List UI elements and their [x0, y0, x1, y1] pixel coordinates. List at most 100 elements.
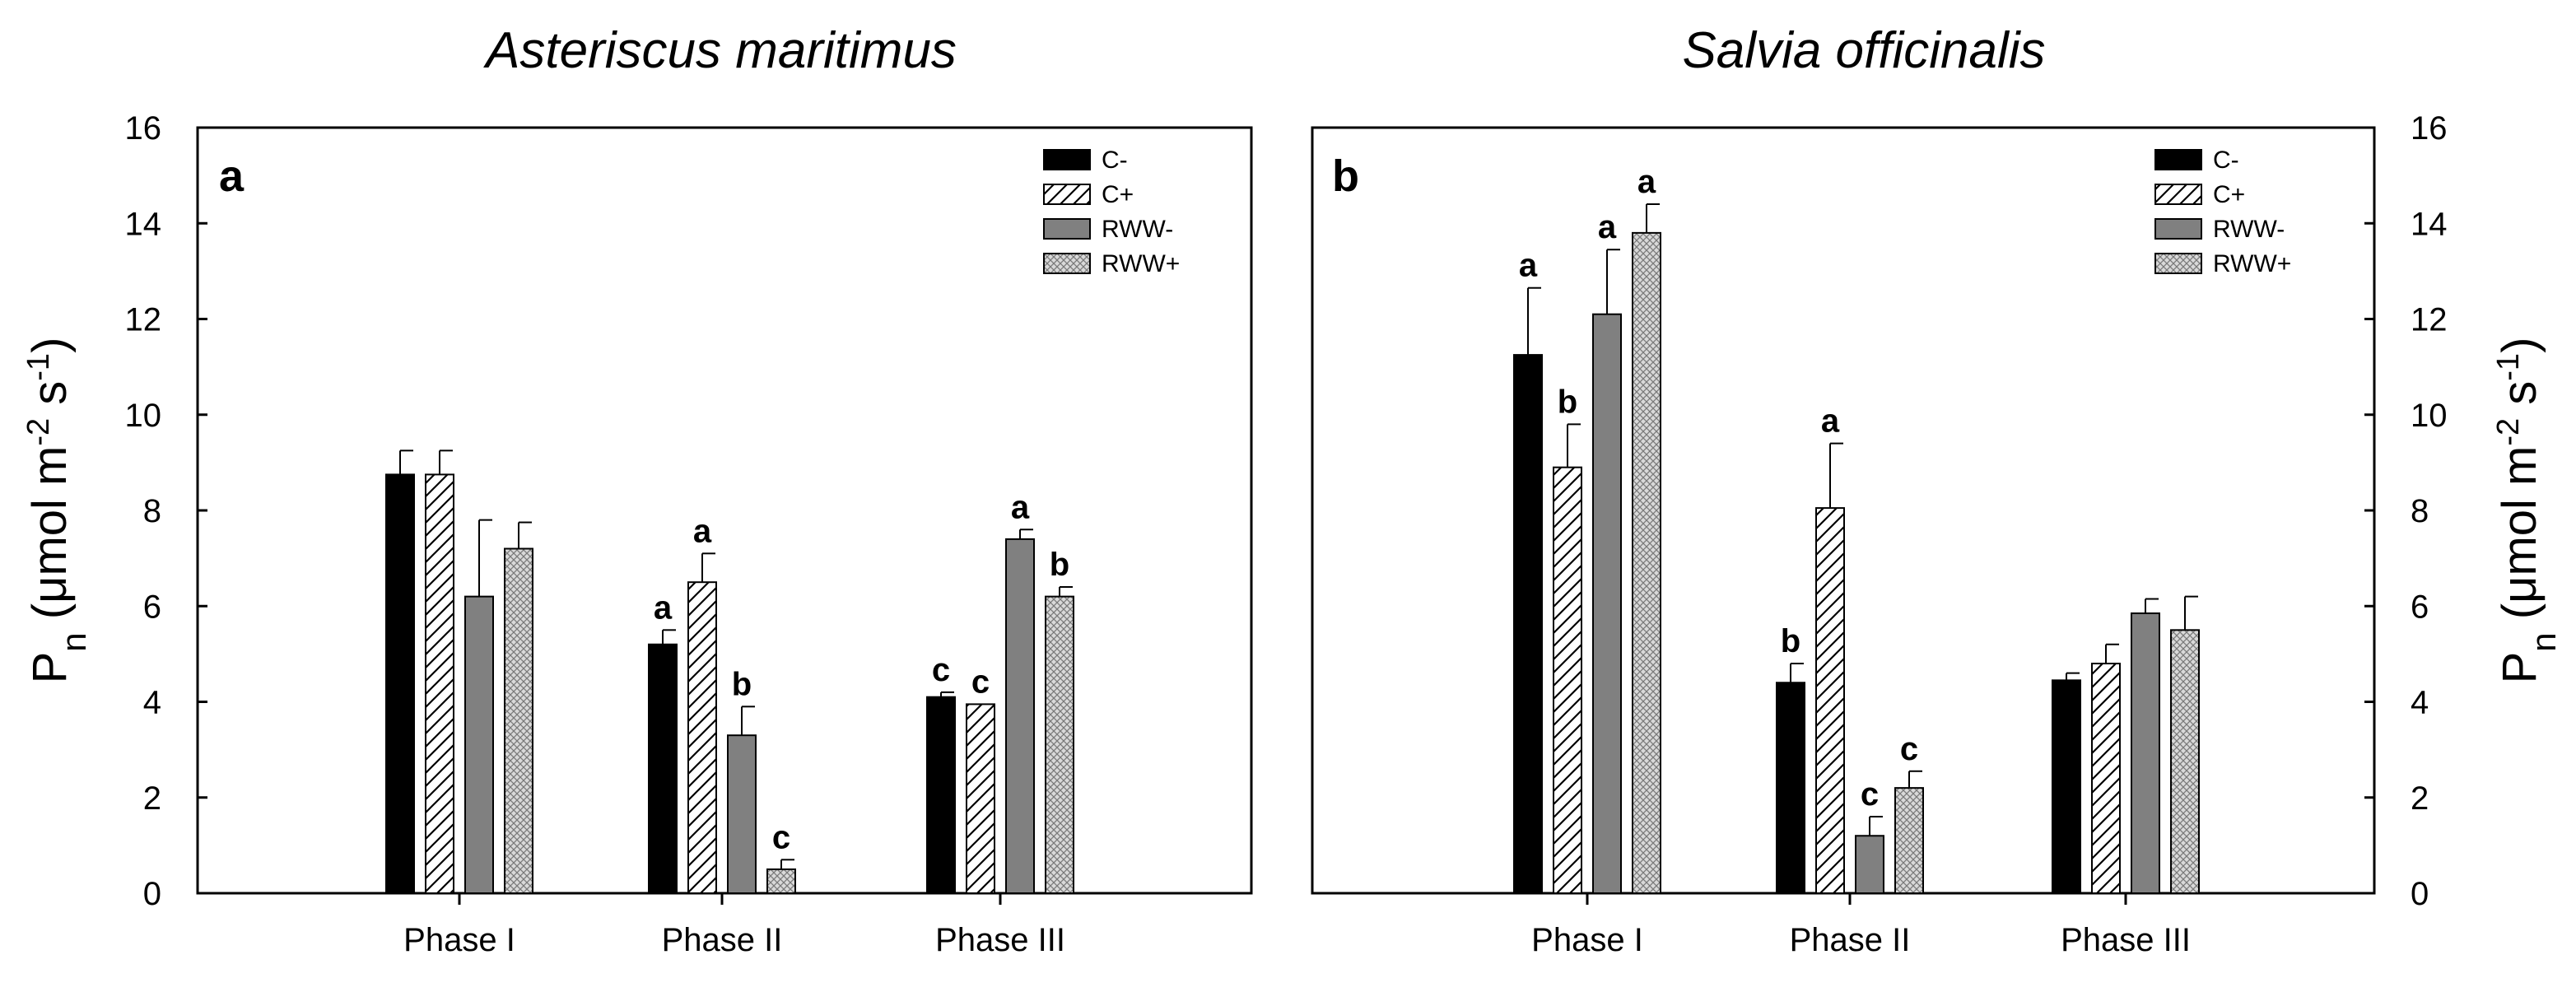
y-tick-label: 6 [2411, 589, 2429, 625]
legend-swatch [2154, 149, 2202, 170]
y-tick-label: 0 [2411, 876, 2429, 912]
bar-c-minus [926, 696, 956, 894]
legend-label: RWW+ [2213, 250, 2291, 277]
significance-letter: c [1861, 776, 1879, 813]
significance-letter: c [1900, 731, 1918, 767]
bar-rww-minusplus [766, 868, 796, 894]
bar-rww-minusplus [1632, 231, 1661, 894]
bar-rww-minus [727, 734, 757, 894]
legend-label: C- [1102, 147, 1128, 174]
y-tick-label: 12 [125, 302, 162, 338]
significance-letter: a [1519, 248, 1538, 284]
y-label-main: P [23, 652, 77, 684]
y-tick-label: 2 [143, 780, 161, 817]
y-tick-label: 0 [143, 876, 161, 912]
y-tick-label: 10 [2411, 398, 2448, 434]
bar-rww-minus [1855, 835, 1884, 894]
panel-b-categories: Phase I Phase II Phase III [1531, 893, 2191, 958]
legend-label: C- [2213, 147, 2239, 174]
x-category-label: Phase III [935, 922, 1065, 958]
y-tick-label: 12 [2411, 302, 2448, 338]
significance-letter: c [932, 652, 950, 688]
significance-letter: a [1637, 164, 1656, 200]
bar-rww-minus [2131, 612, 2160, 894]
panel-a-title: Asteriscus maritimus [482, 22, 957, 79]
significance-letter: a [654, 589, 673, 626]
legend-swatch [1043, 149, 1091, 170]
bar-c-minusplus [687, 581, 717, 894]
bar-rww-minus [464, 595, 494, 894]
significance-letter: a [1821, 403, 1840, 440]
panel-a-y-ticks: 0 2 4 6 8 10 12 14 16 [125, 110, 207, 912]
y-label-mid: s [2493, 381, 2546, 418]
bar-rww-minusplus [2170, 629, 2200, 894]
legend-label: RWW+ [1102, 250, 1180, 277]
panel-b-letter: b [1332, 151, 1359, 201]
legend-label: RWW- [2213, 216, 2285, 243]
significance-letter: a [1011, 489, 1030, 525]
bar-rww-minusplus [1045, 595, 1074, 894]
legend-label: RWW- [1102, 216, 1173, 243]
bar-c-minusplus [425, 473, 454, 894]
bar-c-minus [2052, 679, 2081, 894]
y-label-exp1: -2 [2491, 418, 2526, 446]
panel-a-y-axis-label: Pn (μmol m-2 s-1) [21, 338, 93, 684]
y-label-exp1: -2 [21, 418, 56, 446]
y-label-mid: s [23, 381, 77, 418]
bar-rww-minus [1005, 538, 1035, 894]
y-tick-label: 2 [2411, 780, 2429, 817]
bar-c-minus [1776, 682, 1805, 894]
significance-letter: b [732, 666, 752, 702]
y-label-sub: n [2524, 632, 2563, 651]
bar-c-minusplus [2091, 663, 2121, 894]
x-category-label: Phase III [2061, 922, 2191, 958]
y-tick-label: 8 [143, 493, 161, 529]
panel-a-frame [196, 126, 1253, 895]
legend-swatch [1043, 184, 1091, 205]
legend-swatch [2154, 253, 2202, 274]
y-tick-label: 14 [2411, 206, 2448, 242]
x-category-label: Phase I [1531, 922, 1643, 958]
panel-b: Salvia officinalis b Pn (μmol m-2 s-1) 0… [1311, 22, 2563, 958]
y-tick-label: 4 [2411, 685, 2429, 721]
bar-c-minus [385, 473, 415, 894]
panel-b-y-ticks: 0 2 4 6 8 10 12 14 16 [2364, 110, 2448, 912]
legend-swatch [2154, 184, 2202, 205]
y-label-main: P [2493, 652, 2546, 684]
y-label-close: ) [23, 338, 77, 353]
significance-letter: b [1558, 384, 1577, 420]
significance-letter: b [1050, 547, 1069, 583]
panel-b-title: Salvia officinalis [1682, 22, 2045, 79]
y-tick-label: 4 [143, 685, 161, 721]
y-label-unit: (μmol m [23, 446, 77, 633]
legend-label: C+ [2213, 181, 2245, 208]
y-label-unit: (μmol m [2493, 446, 2546, 633]
significance-letter: a [693, 513, 712, 549]
bar-rww-minusplus [504, 547, 533, 894]
panel-b-y-axis-label: Pn (μmol m-2 s-1) [2491, 338, 2563, 684]
y-label-exp2: -1 [21, 353, 56, 381]
bar-c-minusplus [1815, 507, 1845, 894]
significance-letter: a [1598, 209, 1617, 245]
panel-b-legend: C- C+ RWW- RWW+ [2154, 147, 2291, 277]
bar-c-minusplus [966, 703, 995, 894]
significance-letter: c [772, 819, 790, 855]
y-tick-label: 16 [125, 110, 162, 147]
bar-c-minusplus [1553, 466, 1582, 894]
bar-rww-minusplus [1894, 787, 1924, 894]
legend-label: C+ [1102, 181, 1134, 208]
y-label-close: ) [2493, 338, 2546, 353]
bar-rww-minus [1592, 313, 1622, 894]
y-tick-label: 6 [143, 589, 161, 625]
legend-swatch [1043, 253, 1091, 274]
significance-letter: b [1781, 623, 1800, 659]
x-category-label: Phase II [1790, 922, 1911, 958]
panel-a: Asteriscus maritimus a Pn (μmol m-2 s-1)… [21, 22, 1253, 958]
y-label-exp2: -1 [2491, 353, 2526, 381]
significance-letter: c [971, 664, 990, 700]
x-category-label: Phase I [403, 922, 515, 958]
legend-swatch [2154, 218, 2202, 240]
